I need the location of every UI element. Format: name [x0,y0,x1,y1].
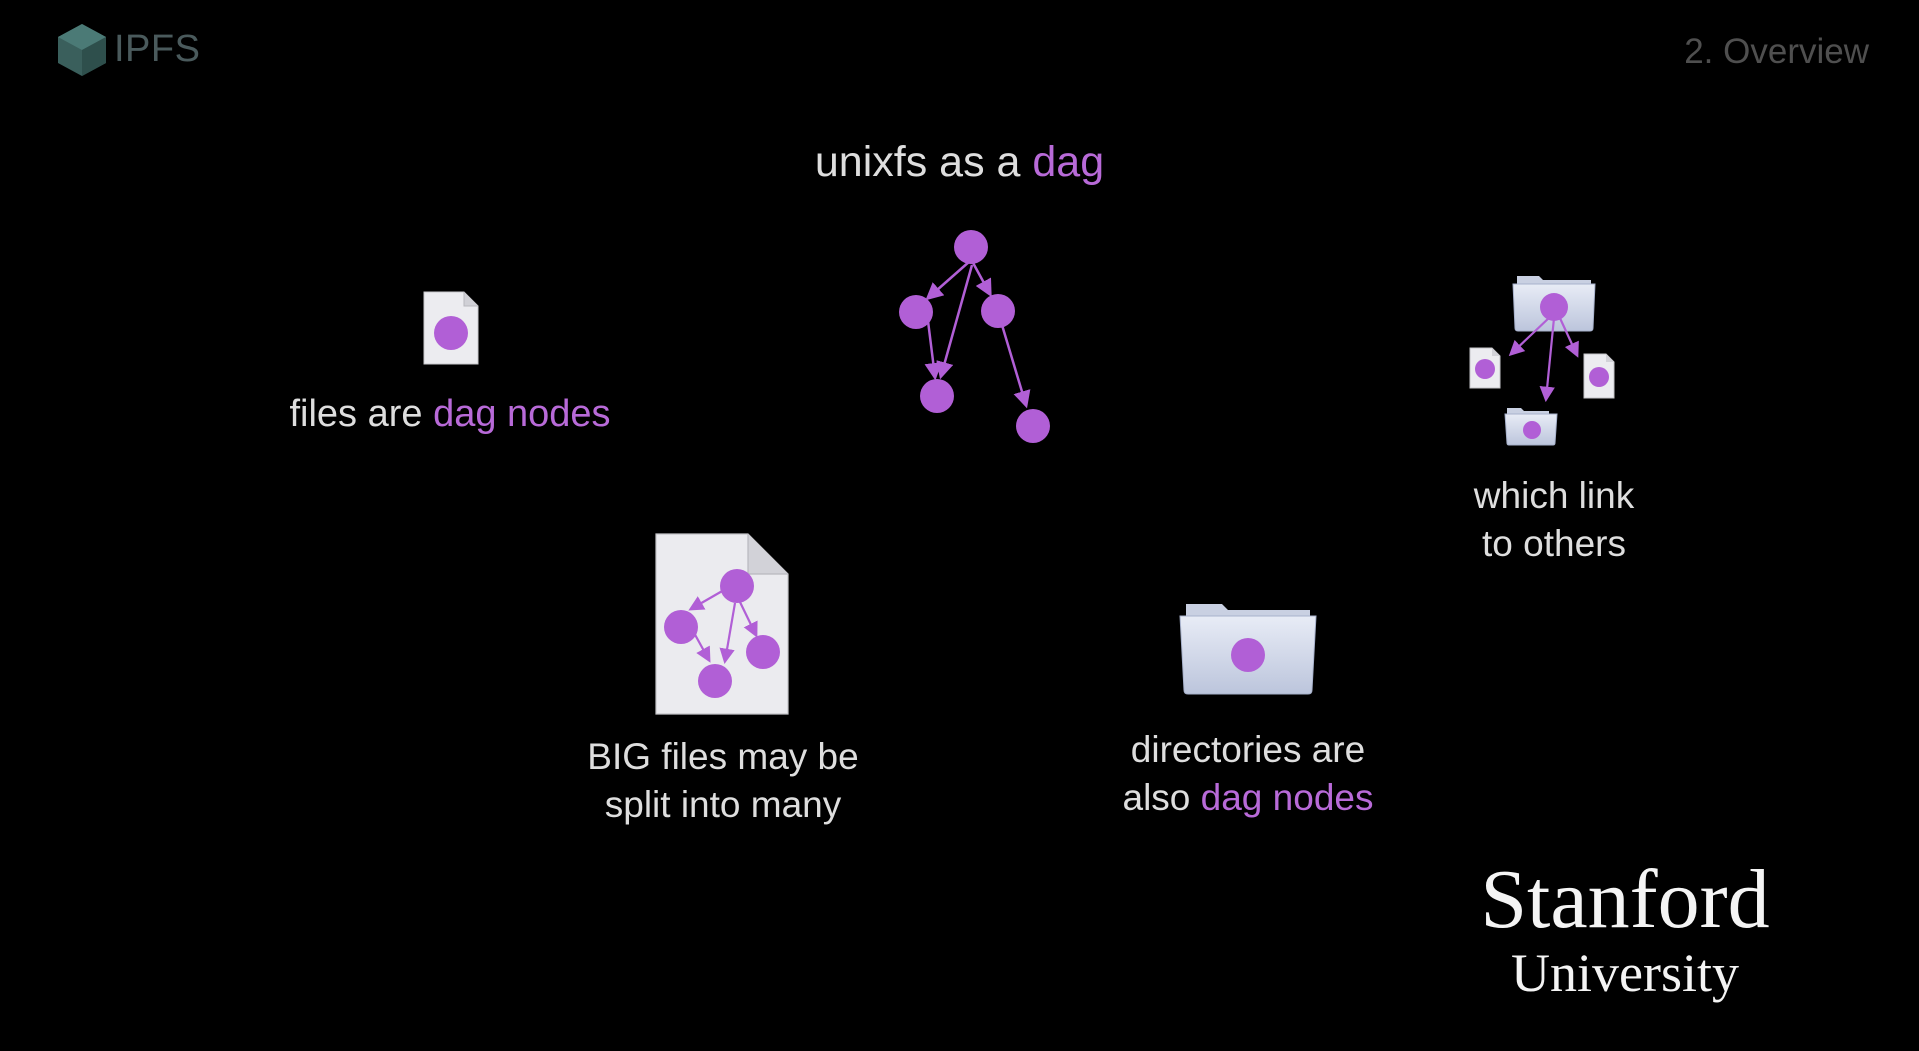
big-caption-line1: BIG files may be [587,736,859,777]
file-node-icon [423,291,479,365]
big-file-dag-icon [655,533,789,715]
big-files-caption: BIG files may be split into many [523,733,923,829]
dag-graph-icon [899,230,1050,443]
university-name: Stanford [1480,853,1770,946]
link-caption-line1: which link [1473,475,1635,516]
directories-caption: directories are also dag nodes [1048,726,1448,822]
files-caption-prefix: files are [289,393,434,435]
ipfs-cube-icon [58,24,106,76]
university-sub: University [1511,943,1739,1003]
dir-caption-line1: directories are [1130,729,1366,770]
folder-node-icon [1179,604,1317,695]
links-caption: which link to others [1404,472,1704,568]
files-caption: files are dag nodes [250,393,650,436]
section-label: 2. Overview [1684,32,1869,71]
files-caption-accent: dag nodes [433,393,611,435]
big-caption-line2: split into many [604,784,842,825]
title-prefix: unixfs as a [814,138,1033,186]
link-caption-line2: to others [1482,523,1626,564]
folder-links-icon [1469,276,1615,446]
slide-title: unixfs as a dag [0,138,1919,187]
stanford-university-wordmark: Stanford University [1440,853,1810,1004]
logo-text: IPFS [114,28,201,70]
dir-caption-prefix: also [1122,777,1201,818]
title-accent: dag [1032,138,1105,186]
dir-caption-accent: dag nodes [1200,777,1374,818]
dir-caption-line2: also dag nodes [1048,774,1448,822]
